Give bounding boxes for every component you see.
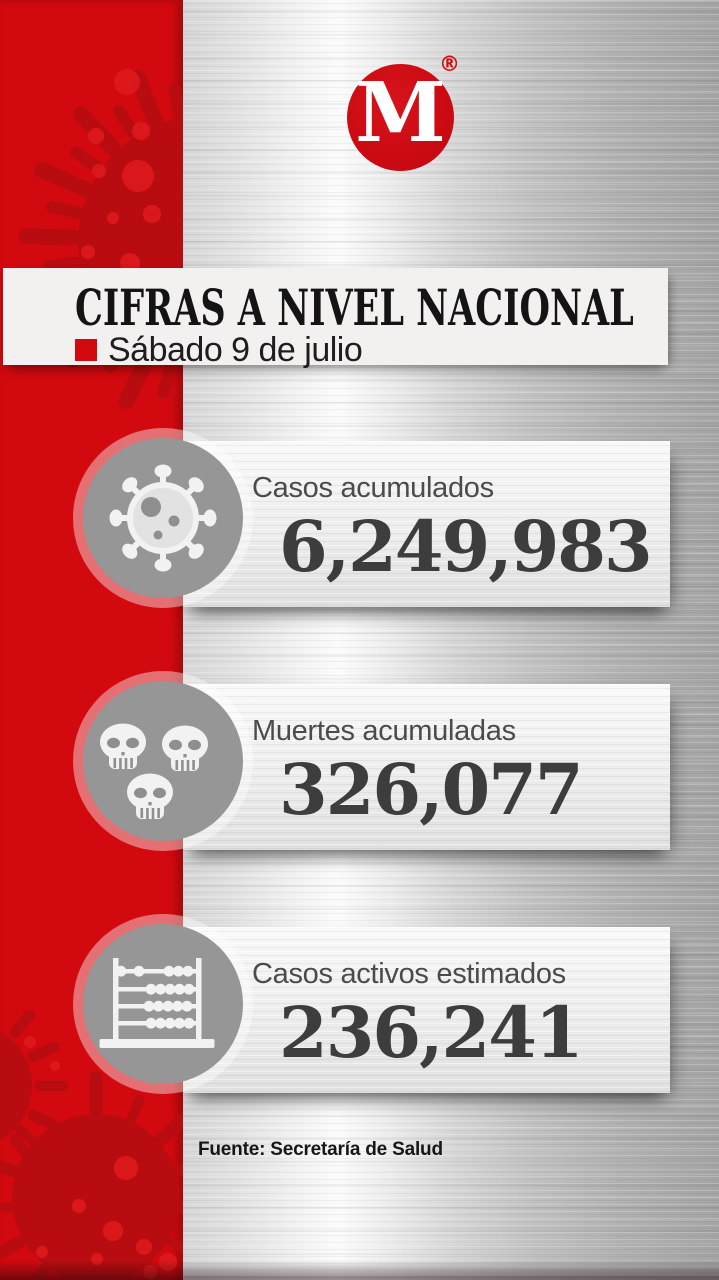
stat-card-accumulated-deaths: Muertes acumuladas 326,077 (183, 684, 670, 850)
virus-icon (83, 438, 243, 598)
date-label: Sábado 9 de julio (108, 331, 363, 369)
red-square-bullet (75, 339, 97, 361)
page-title: CIFRAS A NIVEL NACIONAL (75, 278, 634, 337)
stat-label: Casos acumulados (252, 472, 494, 504)
stat-value: 236,241 (279, 991, 584, 1074)
skulls-icon (83, 681, 243, 841)
abacus-icon (83, 924, 243, 1084)
stat-label: Muertes acumuladas (252, 715, 516, 747)
virus-blob-top (0, 69, 183, 1280)
registered-trademark-icon: ® (439, 52, 460, 76)
milenio-m-letter: M (355, 64, 446, 161)
title-banner: CIFRAS A NIVEL NACIONAL Sábado 9 de juli… (3, 268, 668, 367)
virus-blob-corner (0, 1009, 68, 1163)
stat-card-accumulated-cases: Casos acumulados 6,249,983 (183, 441, 670, 607)
stat-value: 6,249,983 (279, 505, 653, 588)
virus-pattern-art (0, 69, 183, 1280)
date-row: Sábado 9 de julio (75, 333, 668, 367)
bottom-shadow (0, 1260, 719, 1280)
source-note: Fuente: Secretaría de Salud (198, 1139, 443, 1160)
stat-value: 326,077 (279, 748, 584, 831)
red-side-band (0, 0, 183, 1280)
stat-card-estimated-active-cases: Casos activos estimados 236,241 (183, 927, 670, 1093)
stat-label: Casos activos estimados (252, 958, 566, 990)
milenio-logo-circle: M (347, 64, 454, 171)
brand-logo: M ® (347, 54, 460, 174)
